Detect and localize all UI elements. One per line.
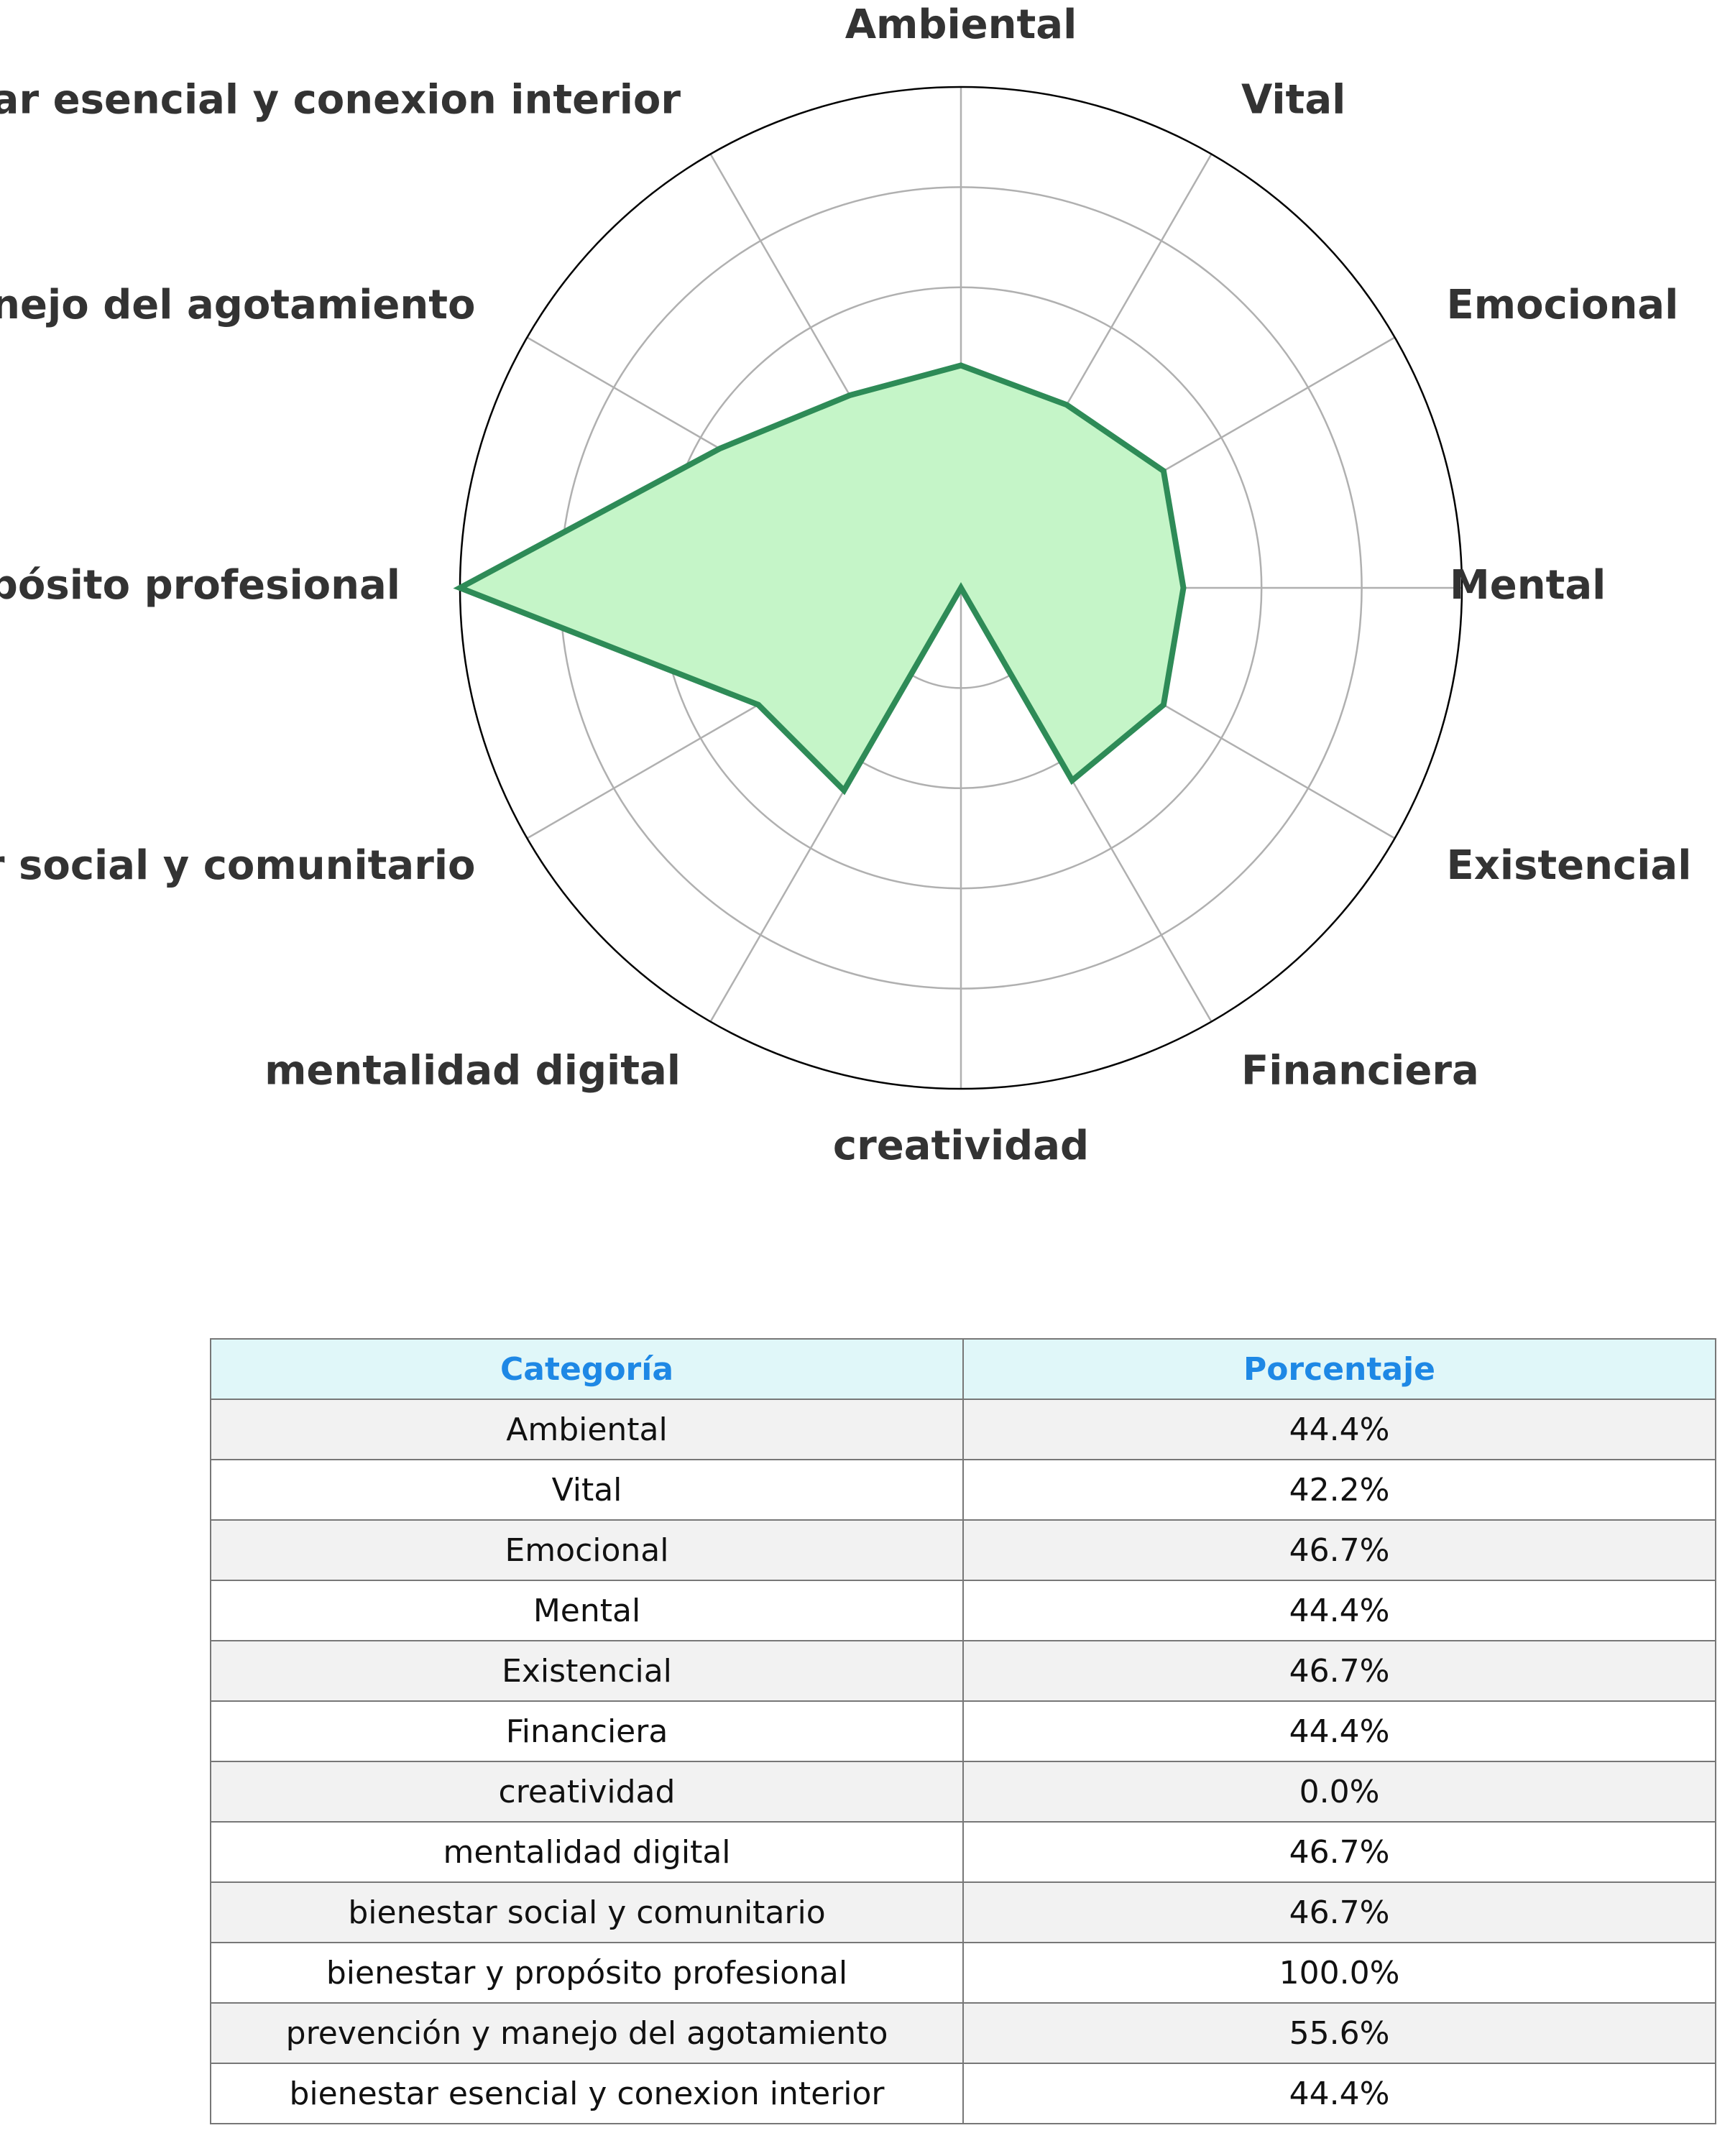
category-cell: Existencial	[210, 1640, 964, 1702]
series-area	[460, 365, 1184, 791]
series-line	[453, 362, 1187, 796]
category-cell: Financiera	[210, 1700, 964, 1762]
percentage-cell: 100.0%	[962, 1942, 1716, 2004]
category-label: Vital	[1241, 77, 1345, 124]
category-cell: bienestar esencial y conexion interior	[210, 2063, 964, 2124]
table-body: Ambiental 44.4% Vital 42.2% Emocional 46.7% Me…	[210, 1399, 1716, 2124]
percentage-cell: 44.4%	[962, 2063, 1716, 2124]
category-cell: Mental	[210, 1580, 964, 1641]
percentage-table: Categoría Porcentaje Ambiental 44.4% Vital…	[210, 1338, 1716, 2124]
category-label: bienestar esencial y conexion interior	[0, 77, 681, 124]
category-cell: creatividad	[210, 1761, 964, 1823]
percentage-cell: 46.7%	[962, 1881, 1716, 1943]
radar-chart: Ambiental Vital Emocional Mental Existencial…	[0, 1, 1691, 1169]
category-cell: bienestar y propósito profesional	[210, 1942, 964, 2004]
category-cell: Vital	[210, 1459, 964, 1521]
table-row: bienestar y propósito profesional 100.0%	[210, 1942, 1716, 2004]
header-categoria: Categoría	[210, 1338, 964, 1400]
table-row: Financiera 44.4%	[210, 1700, 1716, 1762]
percentage-cell: 46.7%	[962, 1640, 1716, 1702]
category-cell: prevención y manejo del agotamiento	[210, 2002, 964, 2064]
percentage-cell: 42.2%	[962, 1459, 1716, 1521]
table-row: prevención y manejo del agotamiento 55.6%	[210, 2002, 1716, 2064]
table-row: Mental 44.4%	[210, 1580, 1716, 1641]
category-label: Ambiental	[845, 1, 1077, 48]
category-labels: Ambiental Vital Emocional Mental Existencial…	[0, 1, 1691, 1169]
percentage-cell: 44.4%	[962, 1700, 1716, 1762]
percentage-cell: 55.6%	[962, 2002, 1716, 2064]
category-cell: Ambiental	[210, 1399, 964, 1460]
table-row: creatividad 0.0%	[210, 1761, 1716, 1823]
percentage-cell: 44.4%	[962, 1580, 1716, 1641]
category-label: Financiera	[1241, 1048, 1479, 1095]
category-label: bienestar social y comunitario	[0, 842, 476, 889]
percentage-cell: 46.7%	[962, 1519, 1716, 1581]
percentage-cell: 46.7%	[962, 1821, 1716, 1883]
table-row: mentalidad digital 46.7%	[210, 1821, 1716, 1883]
category-label: bienestar y propósito profesional	[0, 562, 400, 609]
category-cell: bienestar social y comunitario	[210, 1881, 964, 1943]
percentage-cell: 0.0%	[962, 1761, 1716, 1823]
header-porcentaje: Porcentaje	[962, 1338, 1716, 1400]
table-row: Existencial 46.7%	[210, 1640, 1716, 1702]
category-label: mentalidad digital	[264, 1048, 681, 1095]
table-row: Emocional 46.7%	[210, 1519, 1716, 1581]
category-cell: mentalidad digital	[210, 1821, 964, 1883]
category-label: prevención y manejo del agotamiento	[0, 282, 476, 328]
table-row: bienestar esencial y conexion interior 44…	[210, 2063, 1716, 2124]
category-label: Existencial	[1447, 842, 1692, 889]
category-label: creatividad	[833, 1123, 1089, 1169]
category-label: Emocional	[1447, 282, 1679, 328]
table-row: bienestar social y comunitario 46.7%	[210, 1881, 1716, 1943]
table-row: Vital 42.2%	[210, 1459, 1716, 1521]
percentage-cell: 44.4%	[962, 1399, 1716, 1460]
table-row: Ambiental 44.4%	[210, 1399, 1716, 1460]
category-label: Mental	[1450, 562, 1606, 609]
radar-series	[453, 362, 1187, 796]
category-cell: Emocional	[210, 1519, 964, 1581]
table-header-row: Categoría Porcentaje	[210, 1338, 1716, 1400]
